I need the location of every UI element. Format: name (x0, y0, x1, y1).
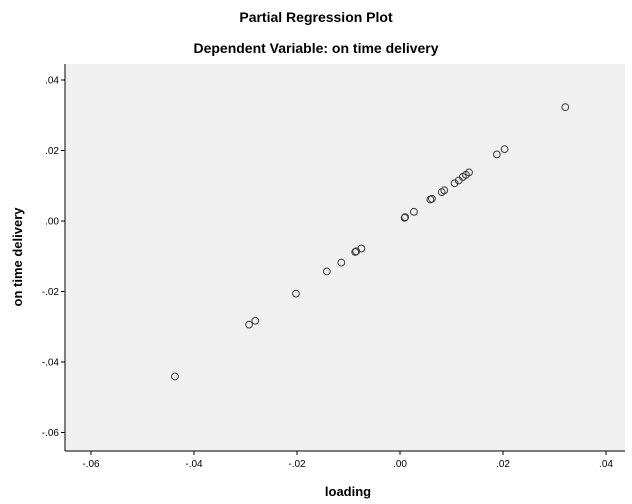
data-point (245, 320, 254, 329)
y-tick-label: -.06 (42, 428, 60, 439)
chart-subtitle: Dependent Variable: on time delivery (193, 40, 439, 56)
y-tick-label: -.02 (42, 287, 60, 298)
data-point (500, 145, 509, 153)
plot-area (65, 64, 625, 451)
y-axis-label: on time delivery (10, 207, 25, 307)
data-point (351, 248, 360, 256)
data-point (292, 289, 300, 298)
data-point (440, 186, 449, 195)
x-tick-label: .02 (496, 459, 510, 470)
data-point (465, 168, 473, 177)
data-point (410, 207, 418, 216)
y-tick-label: .04 (45, 76, 59, 87)
data-point (251, 316, 260, 325)
data-point (401, 213, 410, 222)
data-point (337, 258, 346, 267)
y-tick-label: -.04 (42, 358, 60, 369)
chart-title: Partial Regression Plot (239, 9, 393, 25)
y-tick-label: .00 (45, 217, 59, 228)
x-axis-label: loading (325, 484, 371, 499)
data-points (171, 103, 570, 381)
x-tick-label: -.04 (185, 459, 203, 470)
x-tick-label: .00 (393, 459, 407, 470)
x-tick-label: -.02 (288, 459, 306, 470)
x-axis-ticks: -.06 -.04 -.02 .00 .02 .04 (82, 451, 613, 470)
y-axis-ticks: .04 .02 .00 -.02 -.04 -.06 (42, 76, 65, 439)
y-tick-label: .02 (45, 146, 59, 157)
x-tick-label: .04 (599, 459, 613, 470)
data-point (322, 267, 331, 276)
data-point (450, 179, 459, 188)
data-point (171, 372, 179, 381)
x-tick-label: -.06 (82, 459, 100, 470)
data-point (428, 194, 436, 203)
data-point (357, 244, 366, 253)
data-point (492, 150, 501, 159)
data-point (561, 103, 570, 112)
